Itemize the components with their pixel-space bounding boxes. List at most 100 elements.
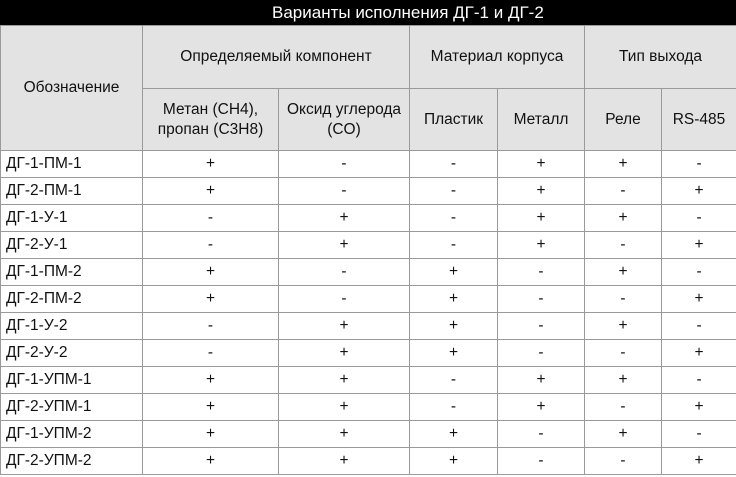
value-cell: + <box>409 447 498 475</box>
value-cell: + <box>409 258 498 286</box>
subheader: Пластик <box>409 88 498 151</box>
value-cell: - <box>661 420 736 448</box>
value-cell: + <box>584 420 663 448</box>
value-cell: + <box>142 258 279 286</box>
table-row: ДГ-1-У-1- + - + + - <box>0 204 736 232</box>
value-cell: - <box>142 339 279 367</box>
value-cell: + <box>142 420 279 448</box>
value-cell: - <box>584 285 663 313</box>
value-cell: + <box>584 258 663 286</box>
value-cell: + <box>278 366 410 394</box>
designation-cell: ДГ-2-УПМ-2 <box>0 447 143 475</box>
value-cell: - <box>496 312 586 340</box>
value-cell: + <box>661 393 736 421</box>
header-material: Материал корпуса <box>408 25 586 89</box>
value-cell: - <box>661 258 736 286</box>
value-cell: - <box>278 150 410 178</box>
value-cell: + <box>496 231 586 259</box>
value-cell: + <box>278 420 410 448</box>
value-cell: - <box>142 231 279 259</box>
value-cell: - <box>496 420 586 448</box>
table-row: ДГ-1-УПМ-2 + + + - + - <box>0 420 736 448</box>
value-cell: + <box>409 420 498 448</box>
value-cell: - <box>661 366 736 394</box>
value-cell: + <box>278 231 410 259</box>
value-cell: + <box>278 339 410 367</box>
value-cell: + <box>584 366 663 394</box>
subheader: Реле <box>584 88 663 151</box>
value-cell: - <box>409 231 498 259</box>
table-row: ДГ-2-ПМ-1 + - - + - + <box>0 177 736 205</box>
designation-cell: ДГ-2-ПМ-2 <box>0 285 143 313</box>
value-cell: - <box>409 204 498 232</box>
table-row: ДГ-1-ПМ-2 + - + - + - <box>0 258 736 286</box>
value-cell: + <box>661 339 736 367</box>
value-cell: + <box>409 339 498 367</box>
subheader: RS-485 <box>661 88 736 151</box>
value-cell: + <box>409 312 498 340</box>
table-row: ДГ-1-У-2- + + - + - <box>0 312 736 340</box>
value-cell: - <box>584 177 663 205</box>
value-cell: + <box>661 285 736 313</box>
value-cell: - <box>584 393 663 421</box>
designation-cell: ДГ-1-УПМ-1 <box>0 366 143 394</box>
value-cell: - <box>142 312 279 340</box>
value-cell: - <box>584 447 663 475</box>
value-cell: - <box>278 258 410 286</box>
table-row: ДГ-2-У-2- + + - - + <box>0 339 736 367</box>
value-cell: + <box>661 177 736 205</box>
value-cell: + <box>142 150 279 178</box>
value-cell: + <box>661 231 736 259</box>
table-row: ДГ-2-УПМ-1 + + - + - + <box>0 393 736 421</box>
value-cell: - <box>409 393 498 421</box>
designation-cell: ДГ-2-УПМ-1 <box>0 393 143 421</box>
header-output: Тип выхода <box>584 25 736 89</box>
table-row: ДГ-2-УПМ-2 + + + - - + <box>0 447 736 475</box>
value-cell: - <box>142 204 279 232</box>
table-row: ДГ-1-ПМ-1 + - - + + - <box>0 150 736 178</box>
value-cell: + <box>496 150 586 178</box>
designation-cell: ДГ-2-У-2 <box>0 339 143 367</box>
value-cell: + <box>278 393 410 421</box>
value-cell: + <box>278 312 410 340</box>
header-designation: Обозначение <box>0 25 143 151</box>
designation-cell: ДГ-1-УПМ-2 <box>0 420 143 448</box>
value-cell: - <box>661 312 736 340</box>
table-title: Варианты исполнения ДГ-1 и ДГ-2 <box>0 0 736 25</box>
value-cell: + <box>142 285 279 313</box>
value-cell: - <box>409 150 498 178</box>
value-cell: + <box>142 366 279 394</box>
value-cell: - <box>409 366 498 394</box>
value-cell: + <box>142 177 279 205</box>
value-cell: - <box>584 339 663 367</box>
value-cell: + <box>278 447 410 475</box>
value-cell: - <box>661 150 736 178</box>
designation-cell: ДГ-1-У-1 <box>0 204 143 232</box>
value-cell: + <box>584 312 663 340</box>
value-cell: - <box>496 258 586 286</box>
designation-cell: ДГ-1-ПМ-2 <box>0 258 143 286</box>
value-cell: + <box>142 393 279 421</box>
value-cell: + <box>409 285 498 313</box>
value-cell: - <box>278 177 410 205</box>
value-cell: + <box>661 447 736 475</box>
value-cell: - <box>496 447 586 475</box>
value-cell: + <box>278 204 410 232</box>
variants-table: Обозначение Определяемый компонент Матер… <box>0 25 736 475</box>
value-cell: - <box>278 285 410 313</box>
value-cell: + <box>584 204 663 232</box>
designation-cell: ДГ-2-ПМ-1 <box>0 177 143 205</box>
table-row: ДГ-2-У-1- + - + - + <box>0 231 736 259</box>
header-component: Определяемый компонент <box>142 25 410 89</box>
designation-cell: ДГ-1-У-2 <box>0 312 143 340</box>
value-cell: - <box>409 177 498 205</box>
value-cell: - <box>661 204 736 232</box>
designation-cell: ДГ-2-У-1 <box>0 231 143 259</box>
value-cell: - <box>584 231 663 259</box>
value-cell: + <box>496 204 586 232</box>
value-cell: - <box>496 339 586 367</box>
value-cell: + <box>142 447 279 475</box>
table-row: ДГ-2-ПМ-2 + - + - - + <box>0 285 736 313</box>
value-cell: + <box>496 366 586 394</box>
value-cell: + <box>584 150 663 178</box>
